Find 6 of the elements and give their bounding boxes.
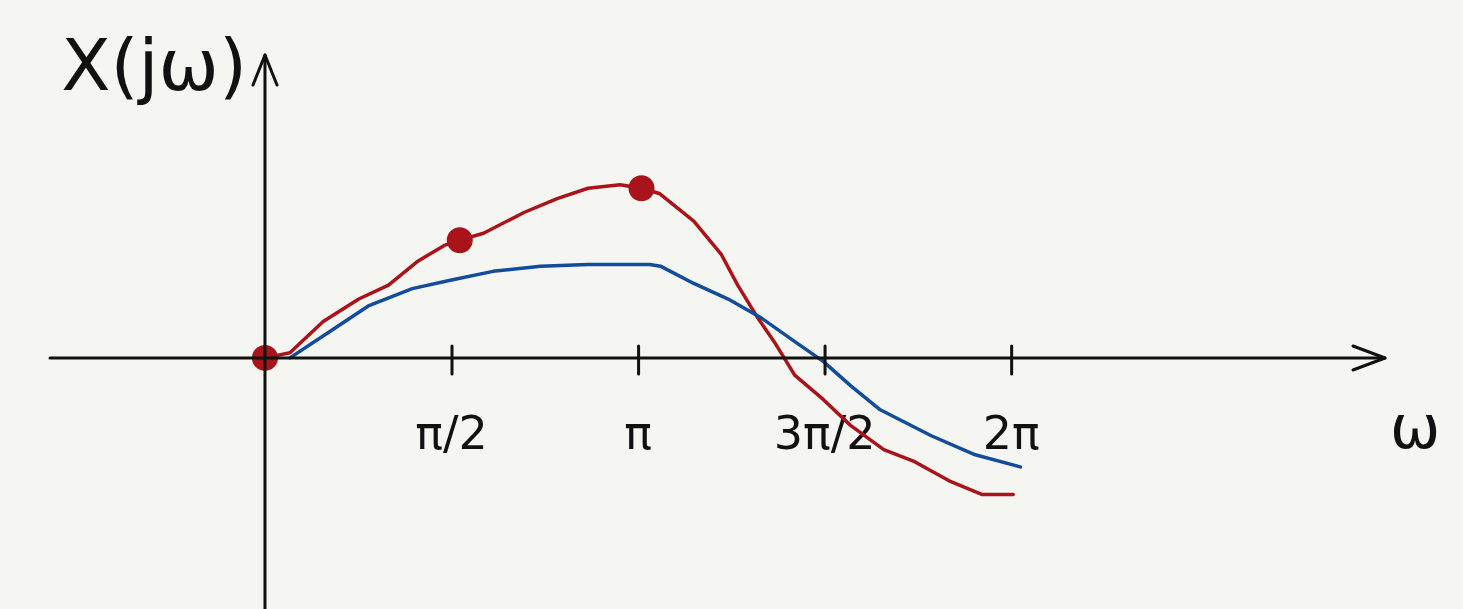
y-axis-title: X(jω) (61, 22, 247, 107)
x-tick-label: 2π (982, 406, 1040, 461)
x-axis-title: ω (1389, 392, 1441, 463)
x-tick-label: π (624, 406, 653, 461)
x-tick-label: 3π/2 (773, 406, 876, 461)
x-tick-label: π/2 (415, 406, 488, 461)
